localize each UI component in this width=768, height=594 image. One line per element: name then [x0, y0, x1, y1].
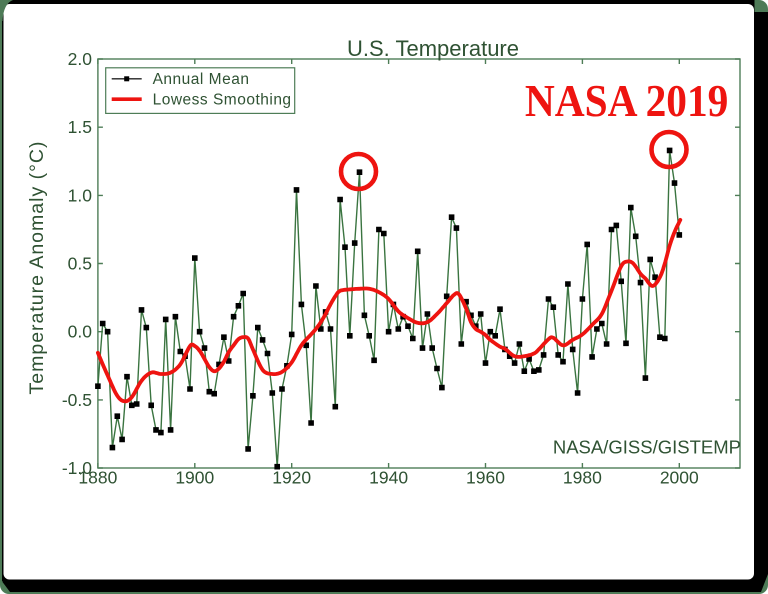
svg-text:NASA 2019: NASA 2019 [525, 76, 729, 126]
svg-text:0.5: 0.5 [68, 254, 92, 274]
svg-text:Temperature Anomaly (°C): Temperature Anomaly (°C) [26, 141, 48, 395]
svg-text:-0.5: -0.5 [62, 390, 92, 410]
svg-text:1980: 1980 [563, 468, 602, 488]
svg-text:1880: 1880 [78, 468, 117, 488]
svg-text:Lowess Smoothing: Lowess Smoothing [153, 91, 292, 108]
svg-text:1.0: 1.0 [68, 185, 93, 205]
svg-text:2.0: 2.0 [68, 49, 93, 69]
svg-text:-1.0: -1.0 [62, 458, 92, 478]
svg-text:1900: 1900 [175, 468, 214, 488]
svg-text:0.0: 0.0 [68, 322, 93, 342]
svg-text:1960: 1960 [466, 468, 505, 488]
svg-text:Annual Mean: Annual Mean [153, 71, 250, 88]
svg-text:1920: 1920 [272, 468, 311, 488]
svg-text:1.5: 1.5 [68, 117, 92, 137]
svg-text:NASA/GISS/GISTEMP: NASA/GISS/GISTEMP [553, 437, 741, 458]
svg-text:1940: 1940 [369, 468, 408, 488]
svg-text:U.S. Temperature: U.S. Temperature [347, 36, 519, 61]
svg-text:2000: 2000 [660, 468, 699, 488]
